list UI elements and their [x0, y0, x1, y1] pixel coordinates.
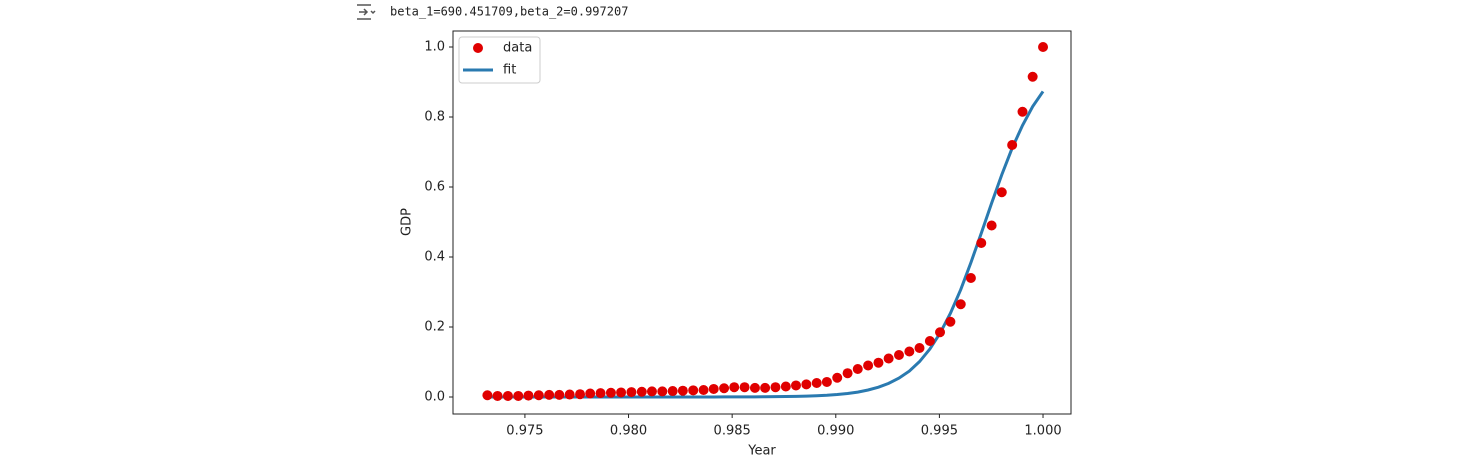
- data-point: [708, 383, 719, 394]
- data-point: [657, 386, 668, 397]
- data-point: [811, 377, 822, 388]
- data-point: [482, 390, 493, 401]
- data-point: [945, 316, 956, 327]
- fit-line: [487, 90, 1045, 399]
- data-point: [996, 187, 1007, 198]
- y-tick-label: 0.6: [424, 179, 445, 194]
- data-point: [883, 353, 894, 364]
- data-point: [719, 383, 730, 394]
- data-point: [626, 387, 637, 398]
- legend-marker: [473, 43, 483, 53]
- data-point: [1017, 106, 1028, 117]
- data-point: [533, 390, 544, 401]
- data-point: [955, 299, 966, 310]
- data-point: [924, 335, 935, 346]
- data-point: [605, 387, 616, 398]
- legend-label: data: [503, 41, 532, 56]
- y-tick-label: 0.8: [424, 109, 445, 124]
- data-point: [595, 388, 606, 399]
- data-point: [749, 382, 760, 393]
- y-tick-label: 0.0: [424, 389, 445, 404]
- data-point: [976, 237, 987, 248]
- data-point: [1007, 139, 1018, 150]
- x-tick-label: 0.980: [610, 424, 647, 439]
- data-point: [646, 386, 657, 397]
- data-point: [873, 357, 884, 368]
- data-point: [1038, 41, 1049, 52]
- data-point: [842, 368, 853, 379]
- output-icon[interactable]: [357, 4, 376, 20]
- data-point: [575, 389, 586, 400]
- data-point: [914, 342, 925, 353]
- data-point: [677, 385, 688, 396]
- data-point: [492, 390, 503, 401]
- y-axis-label: GDP: [400, 208, 415, 236]
- data-point: [863, 360, 874, 371]
- data-point: [852, 363, 863, 374]
- data-point: [636, 386, 647, 397]
- data-point: [965, 272, 976, 283]
- data-point: [585, 388, 596, 399]
- data-point: [667, 386, 678, 397]
- data-point: [616, 387, 627, 398]
- data-point: [893, 349, 904, 360]
- data-point: [935, 327, 946, 338]
- data-point: [502, 390, 513, 401]
- data-point: [760, 382, 771, 393]
- x-tick-label: 0.975: [506, 424, 543, 439]
- output-text: beta_1=690.451709,beta_2=0.997207: [390, 5, 628, 19]
- data-point: [739, 382, 750, 393]
- data-point: [821, 376, 832, 387]
- y-tick-label: 0.2: [424, 319, 445, 334]
- data-point: [904, 346, 915, 357]
- data-point: [780, 381, 791, 392]
- x-tick-label: 0.990: [817, 424, 854, 439]
- data-point: [564, 389, 575, 400]
- x-tick-label: 0.985: [714, 424, 751, 439]
- y-tick-label: 1.0: [424, 39, 445, 54]
- x-tick-label: 0.995: [921, 424, 958, 439]
- data-point: [544, 389, 555, 400]
- data-point: [1027, 71, 1038, 82]
- data-point: [801, 379, 812, 390]
- data-point: [554, 389, 565, 400]
- data-point: [698, 384, 709, 395]
- data-point: [729, 382, 740, 393]
- x-axis-label: Year: [747, 444, 776, 459]
- data-point: [832, 372, 843, 383]
- y-tick-label: 0.4: [424, 249, 445, 264]
- data-point: [986, 220, 997, 231]
- data-point: [688, 385, 699, 396]
- x-tick-label: 1.000: [1024, 424, 1061, 439]
- data-point: [770, 382, 781, 393]
- data-point: [513, 390, 524, 401]
- data-point: [523, 390, 534, 401]
- legend-label: fit: [503, 63, 516, 78]
- data-point: [790, 380, 801, 391]
- plot-frame: [452, 30, 1072, 415]
